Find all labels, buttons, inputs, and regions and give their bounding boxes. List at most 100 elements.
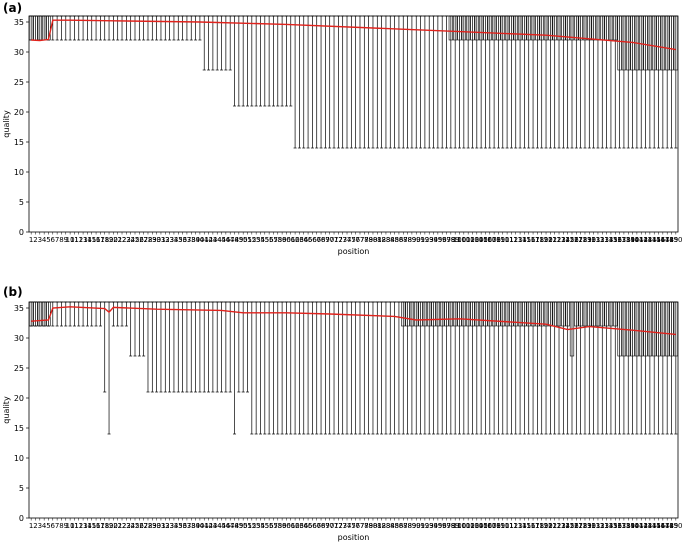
panel-b-x-tick-label-52: 52 bbox=[247, 522, 256, 530]
panel-b-x-tick-label-104: 104 bbox=[470, 522, 484, 530]
panel-a-x-tick-label-122: 122 bbox=[548, 236, 561, 244]
panel-b-x-tick-label-28: 28 bbox=[144, 522, 153, 530]
panel-a-x-tick-label-19: 19 bbox=[105, 236, 114, 244]
panel-a-y-tick-label-35: 35 bbox=[14, 18, 24, 27]
panel-a-x-tick-label-29: 29 bbox=[148, 236, 157, 244]
panel-b-x-tick-label-50: 50 bbox=[239, 522, 248, 530]
panel-a-x-tick-label-34: 34 bbox=[169, 236, 178, 244]
panel-b-x-tick-label-35: 35 bbox=[174, 522, 183, 530]
panel-a-y-tick-label-15: 15 bbox=[14, 138, 24, 147]
panel-a-x-tick-label-11: 11 bbox=[70, 236, 79, 244]
panel-a-x-tick-label-127: 127 bbox=[570, 236, 583, 244]
panel-a-x-tick-label-86: 86 bbox=[394, 236, 403, 244]
panel-b-x-tick-label-134: 134 bbox=[600, 522, 614, 530]
panel-a-x-tick-label-101: 101 bbox=[457, 236, 470, 244]
panel-b-x-tick-label-36: 36 bbox=[178, 522, 187, 530]
panel-b-x-tick-label-121: 121 bbox=[544, 522, 557, 530]
panel-a-x-tick-label-61: 61 bbox=[286, 236, 295, 244]
panel-a-y-tick-label-20: 20 bbox=[14, 108, 24, 117]
panel-a-x-tick-label-150: 150 bbox=[669, 236, 682, 244]
panel-b-x-tick-label-120: 120 bbox=[539, 522, 552, 530]
panel-a-x-tick-label-39: 39 bbox=[191, 236, 200, 244]
panel-a-x-tick-label-58: 58 bbox=[273, 236, 282, 244]
panel-b-x-tick-label-127: 127 bbox=[570, 522, 583, 530]
panel-a-x-axis-label: position bbox=[338, 247, 370, 256]
panel-a-x-tick-label-129: 129 bbox=[578, 236, 591, 244]
panel-b-x-tick-label-68: 68 bbox=[317, 522, 326, 530]
panel-a-x-tick-label-32: 32 bbox=[161, 236, 170, 244]
panel-a-x-tick-label-148: 148 bbox=[660, 236, 673, 244]
panel-b-x-tick-label-110: 110 bbox=[496, 522, 509, 530]
panel-a-x-tick-label-41: 41 bbox=[200, 236, 209, 244]
panel-b-x-tick-label-83: 83 bbox=[381, 522, 390, 530]
panel-a-x-tick-label-125: 125 bbox=[561, 236, 574, 244]
panel-b-x-tick-label-131: 131 bbox=[587, 522, 600, 530]
panel-a-x-tick-label-22: 22 bbox=[118, 236, 127, 244]
panel-a-x-tick-label-8: 8 bbox=[59, 236, 63, 244]
panel-b-y-tick-label-20: 20 bbox=[14, 394, 24, 403]
panel-b-x-tick-label-22: 22 bbox=[118, 522, 127, 530]
panel-b-x-tick-label-142: 142 bbox=[635, 522, 648, 530]
panel-a-x-tick-label-54: 54 bbox=[256, 236, 265, 244]
panel-a-x-tick-label-16: 16 bbox=[92, 236, 101, 244]
panel-a-x-tick-label-48: 48 bbox=[230, 236, 239, 244]
panel-b-x-tick-label-61: 61 bbox=[286, 522, 295, 530]
panel-b-x-tick-label-132: 132 bbox=[591, 522, 604, 530]
panel-a-x-tick-label-142: 142 bbox=[635, 236, 648, 244]
panel-a-x-tick-label-90: 90 bbox=[412, 236, 421, 244]
panel-b-x-tick-label-49: 49 bbox=[234, 522, 243, 530]
panel-a-x-tick-label-113: 113 bbox=[509, 236, 522, 244]
panel-b-x-tick-label-39: 39 bbox=[191, 522, 200, 530]
panel-b-x-tick-label-87: 87 bbox=[399, 522, 408, 530]
panel-b-x-tick-label-112: 112 bbox=[505, 522, 518, 530]
panel-b-x-tick-label-21: 21 bbox=[113, 522, 122, 530]
panel-b-x-tick-label-23: 23 bbox=[122, 522, 131, 530]
panel-a-x-tick-label-139: 139 bbox=[622, 236, 635, 244]
panel-a-x-tick-label-30: 30 bbox=[152, 236, 161, 244]
panel-a-x-tick-label-94: 94 bbox=[429, 236, 438, 244]
panel-b-x-tick-label-148: 148 bbox=[660, 522, 673, 530]
panel-a-x-tick-label-59: 59 bbox=[278, 236, 287, 244]
panel-a-y-tick-label-25: 25 bbox=[14, 78, 24, 87]
panel-b-x-tick-label-65: 65 bbox=[304, 522, 313, 530]
panel-b-x-tick-label-96: 96 bbox=[438, 522, 447, 530]
panel-b-x-tick-label-51: 51 bbox=[243, 522, 252, 530]
panel-b-x-tick-label-71: 71 bbox=[330, 522, 339, 530]
panel-a-x-tick-label-114: 114 bbox=[513, 236, 527, 244]
panel-a-x-tick-label-81: 81 bbox=[373, 236, 382, 244]
panel-b-x-tick-label-92: 92 bbox=[420, 522, 429, 530]
panel-b-x-tick-label-41: 41 bbox=[200, 522, 209, 530]
panel-b-y-tick-label-5: 5 bbox=[19, 484, 24, 493]
panel-a-x-tick-label-149: 149 bbox=[665, 236, 678, 244]
panel-b-x-tick-label-146: 146 bbox=[652, 522, 666, 530]
panel-a-x-tick-label-42: 42 bbox=[204, 236, 213, 244]
panel-b-x-tick-label-54: 54 bbox=[256, 522, 265, 530]
panel-a-x-tick-label-4: 4 bbox=[42, 236, 47, 244]
panel-b-x-tick-label-62: 62 bbox=[291, 522, 300, 530]
panel-a-x-tick-label-119: 119 bbox=[535, 236, 548, 244]
panel-b-x-tick-label-53: 53 bbox=[252, 522, 261, 530]
panel-b-x-tick-label-149: 149 bbox=[665, 522, 678, 530]
panel-a-x-tick-label-105: 105 bbox=[474, 236, 487, 244]
panel-a-mean-line bbox=[31, 19, 676, 51]
panel-b-x-tick-label-95: 95 bbox=[433, 522, 442, 530]
panel-a-x-tick-label-49: 49 bbox=[234, 236, 243, 244]
panel-b-x-tick-label-79: 79 bbox=[364, 522, 373, 530]
panel-b-x-tick-label-84: 84 bbox=[386, 522, 395, 530]
panel-b-x-tick-label-97: 97 bbox=[442, 522, 451, 530]
panel-a-x-tick-label-26: 26 bbox=[135, 236, 144, 244]
panel-b-x-tick-label-144: 144 bbox=[643, 522, 657, 530]
panel-a-x-tick-label-106: 106 bbox=[479, 236, 493, 244]
panel-a-x-tick-label-93: 93 bbox=[425, 236, 434, 244]
panel-a-x-tick-label-123: 123 bbox=[552, 236, 565, 244]
panel-b-x-tick-label-124: 124 bbox=[557, 522, 571, 530]
panel-b-x-tick-label-76: 76 bbox=[351, 522, 360, 530]
panel-b-x-tick-label-138: 138 bbox=[617, 522, 630, 530]
panel-a-x-tick-label-89: 89 bbox=[407, 236, 416, 244]
panel-a-x-tick-label-7: 7 bbox=[55, 236, 59, 244]
panel-b-x-tick-label-44: 44 bbox=[213, 522, 222, 530]
panel-a-x-tick-label-79: 79 bbox=[364, 236, 373, 244]
panel-b-x-tick-label-17: 17 bbox=[96, 522, 105, 530]
panel-b-x-tick-label-88: 88 bbox=[403, 522, 412, 530]
panel-b-x-tick-label-101: 101 bbox=[457, 522, 470, 530]
